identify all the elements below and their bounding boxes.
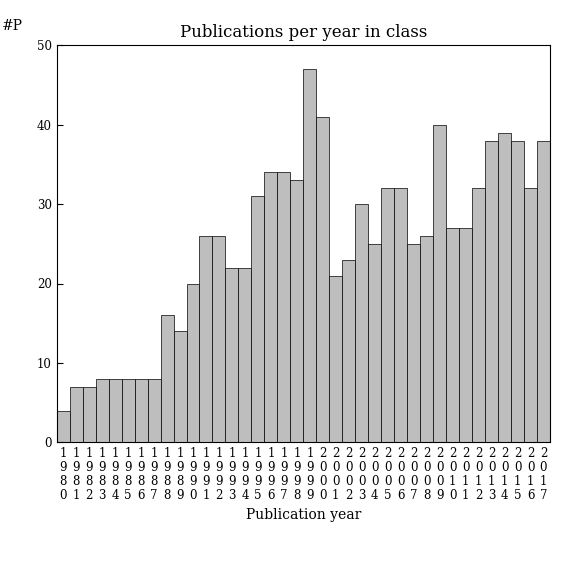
Bar [187, 284, 200, 442]
Bar [420, 236, 433, 442]
Bar [213, 236, 226, 442]
Bar [342, 260, 356, 442]
X-axis label: Publication year: Publication year [246, 507, 361, 522]
Bar [160, 315, 174, 442]
Bar [121, 379, 134, 442]
Bar [303, 69, 316, 442]
Bar [407, 244, 420, 442]
Bar [524, 188, 537, 442]
Bar [290, 180, 303, 442]
Bar [511, 141, 524, 442]
Bar [472, 188, 485, 442]
Bar [109, 379, 121, 442]
Bar [70, 387, 83, 442]
Bar [498, 133, 511, 442]
Bar [446, 228, 459, 442]
Bar [394, 188, 407, 442]
Bar [264, 172, 277, 442]
Bar [433, 125, 446, 442]
Bar [329, 276, 342, 442]
Bar [226, 268, 239, 442]
Bar [147, 379, 160, 442]
Bar [239, 268, 251, 442]
Y-axis label: #P: #P [2, 19, 23, 33]
Bar [83, 387, 96, 442]
Bar [251, 196, 264, 442]
Bar [485, 141, 498, 442]
Bar [316, 117, 329, 442]
Bar [368, 244, 381, 442]
Bar [174, 331, 187, 442]
Bar [57, 411, 70, 442]
Bar [200, 236, 213, 442]
Bar [96, 379, 109, 442]
Bar [277, 172, 290, 442]
Bar [134, 379, 147, 442]
Bar [537, 141, 550, 442]
Bar [356, 204, 368, 442]
Bar [459, 228, 472, 442]
Title: Publications per year in class: Publications per year in class [180, 24, 427, 41]
Bar [381, 188, 394, 442]
